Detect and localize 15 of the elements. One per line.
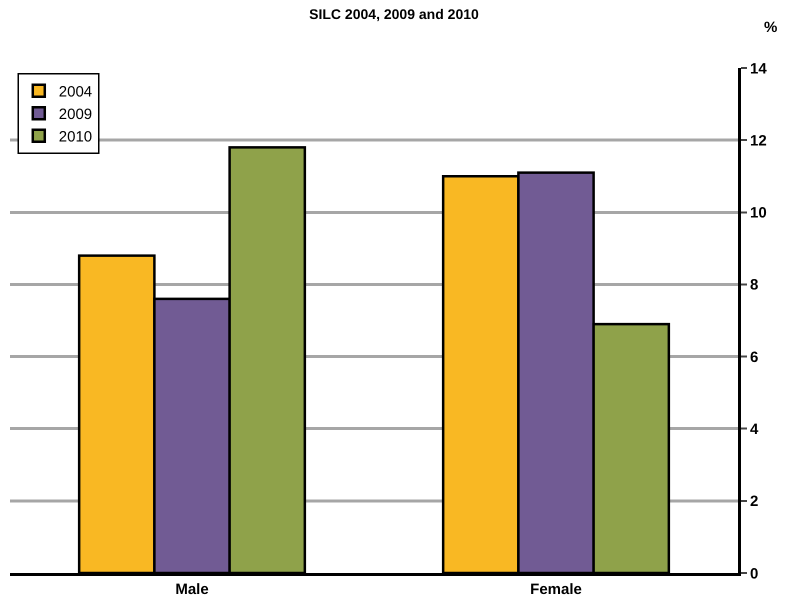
legend-label: 2010	[58, 128, 92, 146]
y-tick-label: 12	[750, 132, 767, 150]
y-tick-label: 0	[750, 565, 758, 582]
y-tick-label: 8	[750, 276, 758, 294]
x-tick-label: Male	[175, 581, 209, 598]
y-tick-label: 6	[750, 348, 758, 366]
y-tick-label: 4	[750, 420, 759, 438]
chart-title: SILC 2004, 2009 and 2010	[309, 6, 480, 22]
y-tick-label: 14	[750, 60, 768, 78]
x-tick-label: Female	[530, 581, 582, 598]
y-axis-title: %	[764, 19, 778, 36]
legend-label: 2004	[58, 84, 92, 101]
y-tick-label: 10	[750, 204, 767, 222]
y-tick-label: 2	[750, 493, 758, 510]
legend-label: 2009	[58, 106, 92, 124]
